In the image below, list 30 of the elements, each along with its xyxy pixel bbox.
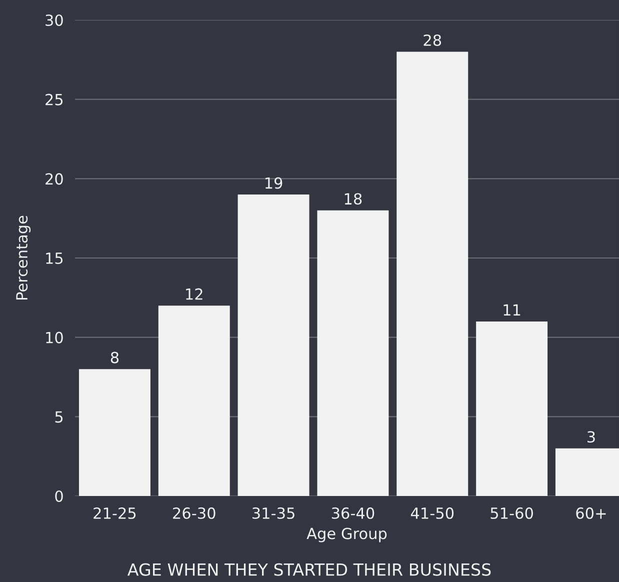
bar — [78, 369, 150, 496]
bar — [476, 321, 548, 496]
y-tick-label: 0 — [55, 490, 63, 502]
text: AGE WHEN THEY STARTED THEIR BUSINESS — [127, 563, 491, 576]
y-tick-label: 20 — [46, 173, 63, 185]
y-tick-label: 15 — [46, 252, 63, 264]
y-tick-label: 30 — [46, 14, 63, 26]
x-tick-label: 60+ — [576, 507, 606, 519]
bar — [396, 52, 468, 496]
x-tick-label: 26-30 — [173, 507, 216, 519]
x-tick-label: 51-60 — [490, 507, 533, 519]
data-label: 18 — [344, 193, 362, 205]
x-tick-label: 21-25 — [94, 507, 136, 519]
x-tick-label: 41-50 — [410, 507, 454, 519]
data-label: 28 — [424, 34, 442, 46]
data-label: 3 — [588, 431, 595, 443]
y-tick-label: 5 — [55, 411, 63, 423]
x-axis-title: Age Group — [306, 528, 387, 542]
bar — [158, 306, 230, 496]
x-tick-label: 31-35 — [252, 507, 294, 519]
data-label: 19 — [266, 177, 282, 189]
data-label: 8 — [110, 352, 119, 364]
y-axis-title: Percentage — [16, 216, 31, 300]
data-label: 12 — [186, 288, 202, 300]
x-tick-label: 36-40 — [332, 507, 374, 519]
data-label: 11 — [504, 304, 520, 316]
bar — [238, 194, 310, 496]
bar — [317, 210, 389, 496]
y-tick-label: 25 — [46, 94, 63, 106]
y-tick-label: 10 — [46, 332, 63, 344]
